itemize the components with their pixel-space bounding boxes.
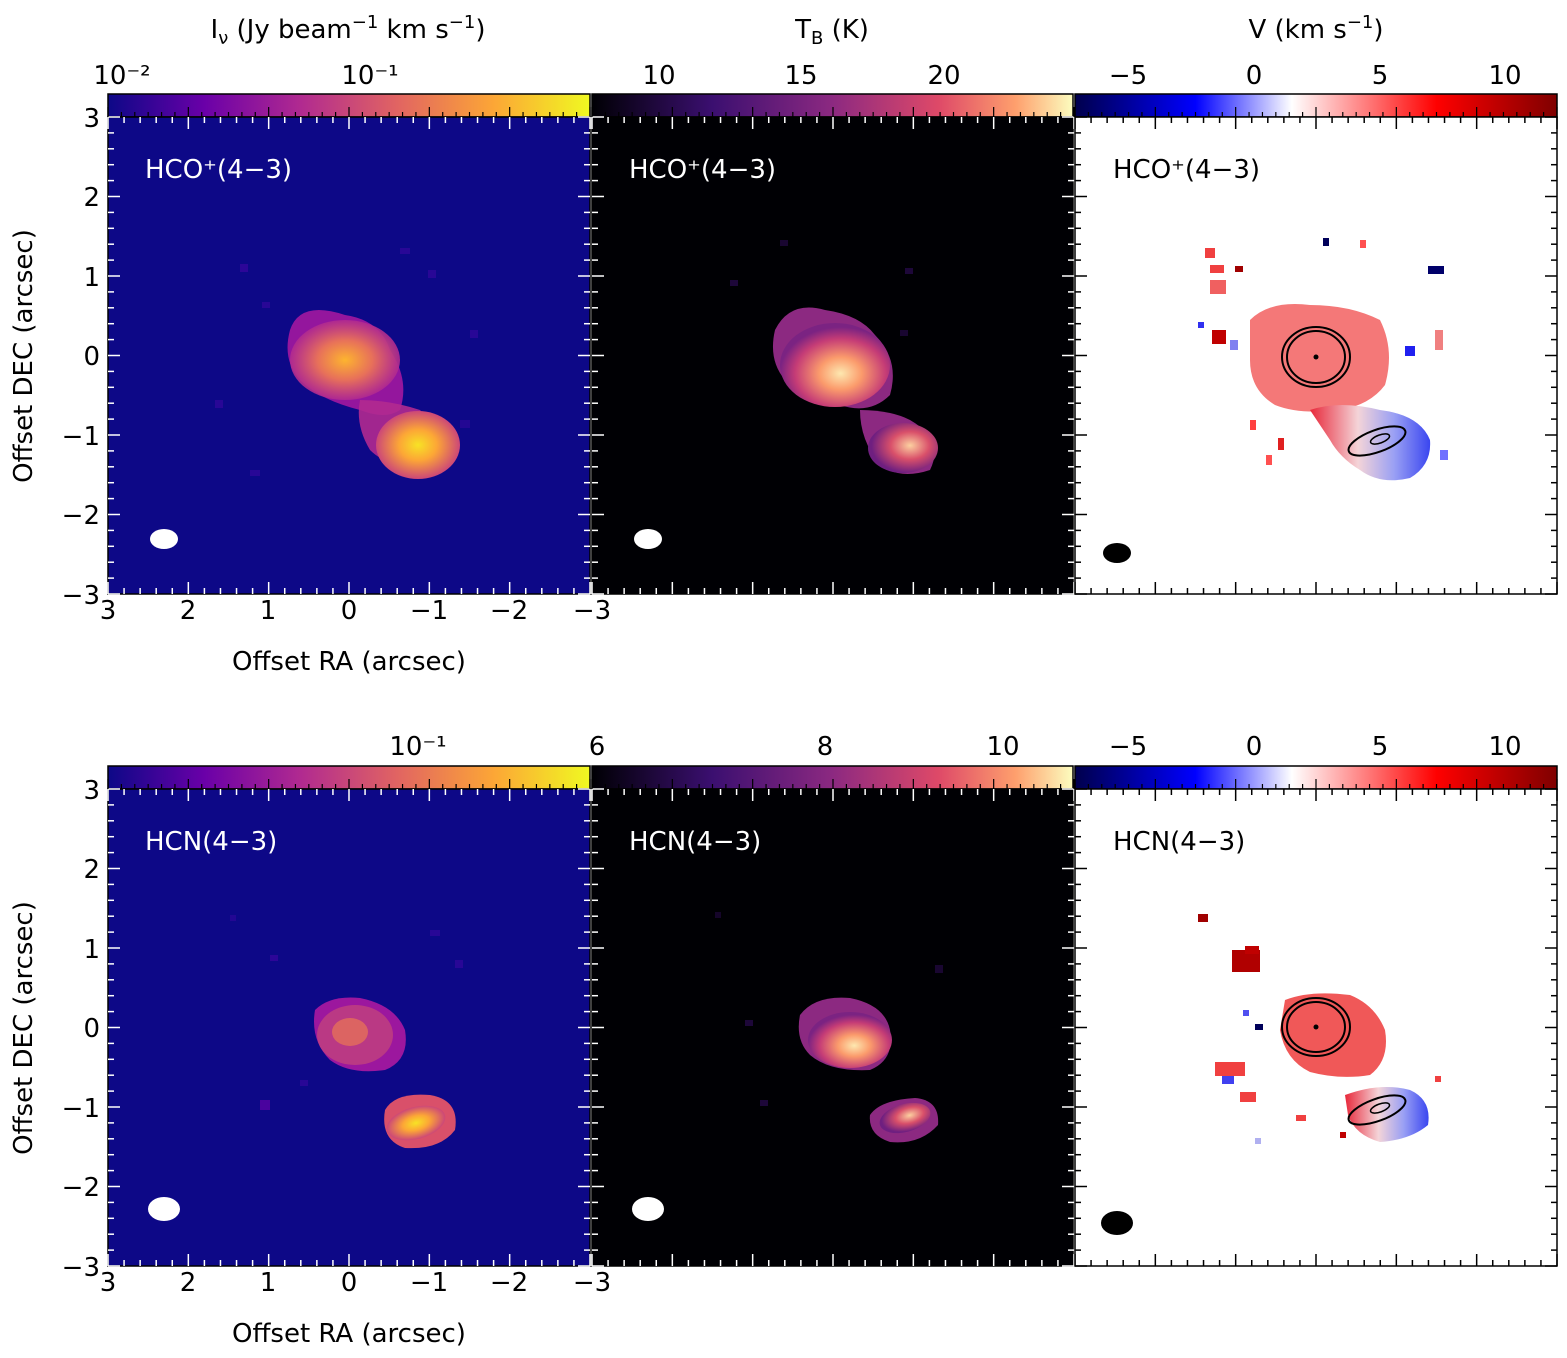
cbar-tick: 10 [642, 61, 675, 91]
y-axis-label: Offset DEC (arcsec) [9, 229, 39, 483]
contour-ellipse [1286, 1001, 1346, 1053]
panel-hcn-velocity: HCN(4−3) [1074, 788, 1558, 1267]
panel-label: HCO⁺(4−3) [1113, 155, 1260, 185]
cbar-tick: 5 [1372, 61, 1389, 91]
cbar-tick: 6 [589, 732, 606, 762]
y-tick-label: −1 [62, 422, 100, 452]
y-tick-label: −3 [62, 1253, 100, 1283]
cbar-tick: 10 [1488, 732, 1521, 762]
contour-ellipse [1286, 330, 1346, 384]
cbar-tick: 10⁻² [93, 61, 150, 91]
contour-ellipse [1369, 1102, 1391, 1114]
x-tick-label: 2 [180, 596, 197, 626]
x-tick-labels-row1: 3 2 1 0 −1 −2 −3 [100, 596, 611, 626]
beam-ellipse [1101, 1211, 1133, 1235]
cbar-tick: 0 [1246, 61, 1263, 91]
panel-hco-intensity: HCO⁺(4−3) [107, 116, 591, 595]
cbar-tick: −5 [1109, 61, 1147, 91]
cbar-tick: 15 [784, 61, 817, 91]
contour-ellipse [1281, 326, 1351, 388]
x-tick-label: −2 [490, 1268, 528, 1298]
panel-label: HCN(4−3) [1113, 827, 1245, 857]
panel-label: HCO⁺(4−3) [145, 155, 292, 185]
x-tick-label: 3 [100, 1268, 117, 1298]
x-axis-label: Offset RA (arcsec) [232, 647, 466, 677]
contour-ellipse [1281, 997, 1351, 1057]
contour-ellipse [1369, 433, 1391, 445]
colorbar-label-tb: TB (K) [794, 15, 869, 49]
x-tick-label: 0 [341, 596, 358, 626]
y-tick-label: 0 [83, 1014, 100, 1044]
panel-hcn-intensity: HCN(4−3) [107, 788, 591, 1267]
panel-label: HCN(4−3) [145, 827, 277, 857]
x-tick-label: −1 [410, 1268, 448, 1298]
y-tick-label: 0 [83, 342, 100, 372]
x-tick-label: 2 [180, 1268, 197, 1298]
panel-hco-velocity: HCO⁺(4−3) [1074, 116, 1558, 595]
y-tick-label: −2 [62, 1173, 100, 1203]
cbar-tick: 10⁻¹ [341, 61, 398, 91]
x-tick-label: 1 [260, 596, 277, 626]
panel-label: HCO⁺(4−3) [629, 155, 776, 185]
y-tick-labels-row1: 3 2 1 0 −1 −2 −3 [62, 104, 100, 611]
beam-ellipse [1103, 543, 1131, 563]
y-tick-labels-row2: 3 2 1 0 −1 −2 −3 [62, 776, 100, 1283]
panel-hco-tb: HCO⁺(4−3) [591, 116, 1074, 595]
x-tick-label: −2 [490, 596, 528, 626]
x-tick-label: −1 [410, 596, 448, 626]
panel-label: HCN(4−3) [629, 827, 761, 857]
cbar-tick: 0 [1246, 732, 1263, 762]
cbar-tick: 10⁻¹ [389, 732, 446, 762]
cbar-tick: 20 [927, 61, 960, 91]
contour-ellipse [1347, 1094, 1407, 1126]
contour-ellipse [1347, 425, 1407, 457]
beam-ellipse [150, 529, 178, 549]
colorbar-label-intensity: Iν (Jy beam−1 km s−1) [211, 12, 486, 49]
y-tick-label: 3 [83, 776, 100, 806]
beam-ellipse [632, 1197, 664, 1221]
y-tick-label: −1 [62, 1094, 100, 1124]
panel-hcn-tb: HCN(4−3) [591, 788, 1074, 1267]
y-tick-label: 2 [83, 183, 100, 213]
y-tick-label: −3 [62, 581, 100, 611]
x-tick-label: 3 [100, 596, 117, 626]
x-tick-label: −3 [573, 1268, 611, 1298]
y-tick-label: 1 [83, 935, 100, 965]
x-tick-label: 1 [260, 1268, 277, 1298]
cbar-tick: 10 [986, 732, 1019, 762]
axis-ticks [107, 107, 1558, 1267]
cbar-tick: 10 [1488, 61, 1521, 91]
y-axis-label: Offset DEC (arcsec) [9, 901, 39, 1155]
cbar-tick: −5 [1109, 732, 1147, 762]
colorbar-label-velocity: V (km s−1) [1248, 12, 1383, 45]
cbar-tick: 5 [1372, 732, 1389, 762]
x-tick-label: 0 [341, 1268, 358, 1298]
y-tick-label: −2 [62, 501, 100, 531]
beam-ellipse [148, 1197, 180, 1221]
x-tick-label: −3 [573, 596, 611, 626]
x-axis-label: Offset RA (arcsec) [232, 1319, 466, 1349]
x-tick-labels-row2: 3 2 1 0 −1 −2 −3 [100, 1268, 611, 1298]
beam-ellipse [634, 529, 662, 549]
y-tick-label: 3 [83, 104, 100, 134]
y-tick-label: 2 [83, 855, 100, 885]
cbar-tick: 8 [817, 732, 834, 762]
y-tick-label: 1 [83, 263, 100, 293]
